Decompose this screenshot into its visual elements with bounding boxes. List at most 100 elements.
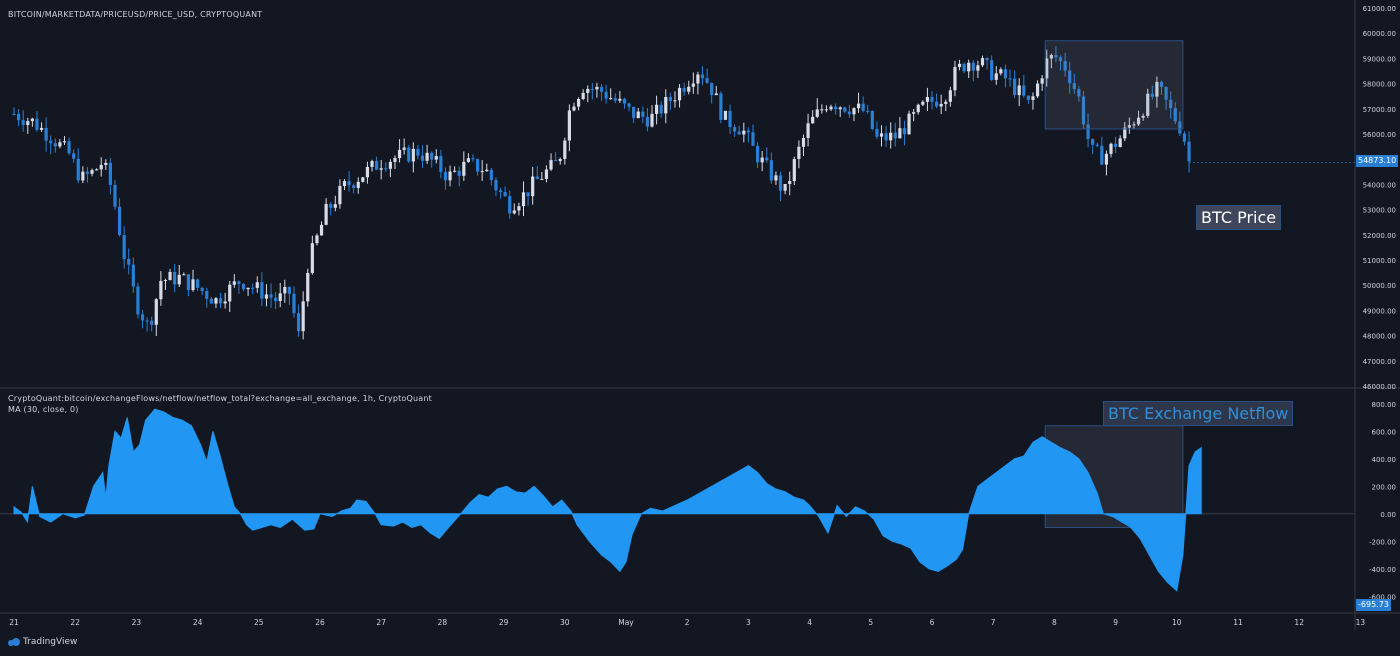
price-candle	[1081, 96, 1086, 125]
price-candle	[746, 130, 750, 133]
netflow-y-tick-label: -400.00	[1369, 566, 1396, 574]
price-candle	[1187, 141, 1191, 162]
price-candle	[999, 69, 1003, 74]
price-candle	[668, 97, 672, 102]
price-candle	[765, 157, 769, 161]
price-candle	[797, 146, 801, 160]
price-candle	[948, 90, 952, 102]
price-candle	[971, 62, 975, 71]
price-candle	[462, 161, 466, 176]
price-candle	[604, 91, 608, 99]
x-tick-label: 7	[991, 618, 996, 627]
price-candle	[627, 103, 631, 107]
price-y-tick-label: 52000.00	[1363, 232, 1396, 240]
price-candle	[1169, 99, 1173, 109]
netflow-y-tick-label: 200.00	[1372, 483, 1397, 491]
price-candle	[306, 272, 310, 302]
price-candle	[434, 156, 438, 160]
price-candle	[792, 159, 796, 182]
price-candle	[1058, 57, 1063, 62]
price-candle	[53, 143, 57, 147]
price-candle	[186, 274, 191, 291]
price-candle	[1132, 124, 1136, 126]
price-candle	[590, 88, 594, 90]
x-tick-label: 12	[1294, 618, 1304, 627]
price-candle	[58, 142, 62, 147]
price-candle	[544, 169, 549, 179]
price-candle	[237, 281, 241, 284]
price-candle	[163, 280, 168, 282]
price-candle	[168, 271, 172, 281]
price-candle	[572, 106, 576, 111]
price-candle	[1086, 124, 1090, 139]
price-candle	[884, 133, 888, 141]
price-candle	[1068, 70, 1072, 84]
price-candle	[645, 116, 650, 127]
price-candle	[636, 111, 640, 119]
price-candle	[944, 101, 948, 104]
price-candle	[301, 301, 305, 332]
price-candle	[489, 169, 493, 181]
price-candle	[62, 141, 67, 143]
price-y-tick-label: 48000.00	[1363, 333, 1396, 341]
price-candle	[26, 121, 30, 126]
price-candle	[30, 118, 34, 122]
price-candle	[1003, 69, 1008, 79]
price-candle	[907, 113, 911, 135]
price-candle	[425, 152, 429, 161]
price-candle	[485, 169, 489, 172]
price-candle	[599, 86, 604, 92]
price-candle	[856, 103, 861, 109]
price-candle	[783, 184, 787, 191]
price-candle	[847, 111, 851, 115]
price-candle	[1017, 85, 1021, 96]
price-candle	[691, 83, 695, 87]
price-candle	[719, 93, 723, 120]
price-candle	[622, 98, 627, 104]
price-y-tick-label: 57000.00	[1363, 106, 1396, 114]
x-tick-label: 6	[930, 618, 935, 627]
price-candle	[1031, 96, 1035, 100]
price-candle	[967, 62, 971, 72]
price-candle	[751, 132, 755, 146]
price-candle	[347, 181, 351, 186]
price-candle	[870, 111, 874, 129]
price-candle	[774, 175, 778, 181]
price-candle	[609, 98, 613, 100]
price-candle	[76, 158, 80, 181]
price-candle	[200, 287, 204, 292]
price-candle	[1035, 83, 1040, 97]
price-candle	[466, 158, 471, 162]
price-y-tick-label: 56000.00	[1363, 131, 1396, 139]
price-candle	[218, 298, 223, 304]
price-candle	[535, 176, 539, 179]
netflow-y-tick-label: -200.00	[1369, 538, 1396, 546]
price-candle	[650, 113, 654, 127]
price-candle	[324, 204, 328, 225]
netflow-panel-title: CryptoQuant:bitcoin/exchangeFlows/netflo…	[8, 394, 433, 403]
x-tick-label: May	[618, 618, 634, 627]
price-candle	[733, 127, 737, 132]
price-candle	[641, 111, 645, 117]
price-candle	[430, 152, 434, 160]
price-candle	[67, 141, 71, 154]
price-candle	[512, 210, 516, 214]
price-candle	[655, 104, 659, 114]
price-candle	[990, 60, 994, 80]
ma-indicator-label: MA (30, close, 0)	[8, 405, 79, 414]
price-candle	[1100, 145, 1104, 165]
price-candle	[1141, 115, 1145, 118]
price-candle	[1063, 61, 1067, 71]
price-candle	[1072, 83, 1076, 90]
price-candle	[251, 287, 255, 289]
price-candle	[498, 190, 503, 192]
price-candle	[1150, 93, 1154, 97]
price-candle	[664, 97, 668, 114]
price-candle	[471, 158, 475, 160]
price-candle	[35, 118, 39, 130]
price-y-tick-label: 53000.00	[1363, 207, 1396, 215]
price-candle	[834, 106, 838, 110]
price-candle	[567, 110, 571, 141]
price-candle	[214, 298, 218, 304]
